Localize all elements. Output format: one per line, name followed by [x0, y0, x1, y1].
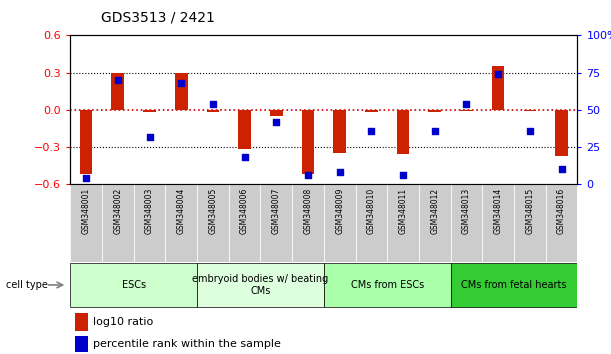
- FancyBboxPatch shape: [482, 184, 514, 262]
- FancyBboxPatch shape: [451, 184, 482, 262]
- Text: cell type: cell type: [6, 280, 48, 290]
- FancyBboxPatch shape: [546, 184, 577, 262]
- Text: ESCs: ESCs: [122, 280, 145, 290]
- FancyBboxPatch shape: [419, 184, 451, 262]
- Point: [208, 101, 218, 107]
- Text: percentile rank within the sample: percentile rank within the sample: [93, 339, 281, 349]
- Bar: [397, 110, 409, 154]
- Point: [398, 172, 408, 178]
- FancyBboxPatch shape: [514, 184, 546, 262]
- Bar: [175, 73, 188, 110]
- Text: GSM348014: GSM348014: [494, 188, 503, 234]
- Bar: [270, 110, 283, 116]
- Text: CMs from fetal hearts: CMs from fetal hearts: [461, 280, 567, 290]
- Text: GSM348009: GSM348009: [335, 188, 344, 234]
- Text: GSM348001: GSM348001: [82, 188, 90, 234]
- Text: GSM348016: GSM348016: [557, 188, 566, 234]
- Bar: [75, 313, 88, 331]
- Point: [430, 128, 440, 133]
- Point: [177, 80, 186, 86]
- Point: [335, 169, 345, 175]
- FancyBboxPatch shape: [451, 263, 577, 307]
- Point: [493, 71, 503, 77]
- Point: [525, 128, 535, 133]
- FancyBboxPatch shape: [387, 184, 419, 262]
- FancyBboxPatch shape: [197, 263, 324, 307]
- Point: [557, 166, 566, 172]
- Text: GSM348010: GSM348010: [367, 188, 376, 234]
- FancyBboxPatch shape: [197, 184, 229, 262]
- Bar: [143, 110, 156, 112]
- Bar: [524, 110, 536, 111]
- Text: GSM348006: GSM348006: [240, 188, 249, 234]
- Bar: [334, 110, 346, 153]
- FancyBboxPatch shape: [324, 263, 451, 307]
- Bar: [80, 110, 92, 174]
- Point: [145, 134, 155, 139]
- Text: GSM348013: GSM348013: [462, 188, 471, 234]
- Bar: [238, 110, 251, 149]
- Point: [461, 101, 471, 107]
- Point: [113, 77, 123, 83]
- Text: GSM348002: GSM348002: [113, 188, 122, 234]
- Text: GSM348008: GSM348008: [304, 188, 312, 234]
- Text: CMs from ESCs: CMs from ESCs: [351, 280, 424, 290]
- Bar: [111, 73, 124, 110]
- FancyBboxPatch shape: [70, 263, 197, 307]
- FancyBboxPatch shape: [70, 184, 102, 262]
- Text: GSM348015: GSM348015: [525, 188, 535, 234]
- Point: [303, 172, 313, 178]
- Point: [81, 175, 91, 181]
- Text: GDS3513 / 2421: GDS3513 / 2421: [101, 11, 214, 25]
- Text: GSM348004: GSM348004: [177, 188, 186, 234]
- Text: GSM348011: GSM348011: [398, 188, 408, 234]
- FancyBboxPatch shape: [260, 184, 292, 262]
- Bar: [555, 110, 568, 156]
- Bar: [207, 110, 219, 112]
- FancyBboxPatch shape: [134, 184, 166, 262]
- FancyBboxPatch shape: [166, 184, 197, 262]
- Text: GSM348003: GSM348003: [145, 188, 154, 234]
- Text: GSM348007: GSM348007: [272, 188, 281, 234]
- Bar: [428, 110, 441, 112]
- Bar: [365, 110, 378, 112]
- Point: [240, 154, 249, 160]
- FancyBboxPatch shape: [229, 184, 260, 262]
- Point: [367, 128, 376, 133]
- Text: embryoid bodies w/ beating
CMs: embryoid bodies w/ beating CMs: [192, 274, 329, 296]
- FancyBboxPatch shape: [356, 184, 387, 262]
- Text: log10 ratio: log10 ratio: [93, 317, 153, 327]
- Bar: [492, 67, 505, 110]
- FancyBboxPatch shape: [324, 184, 356, 262]
- FancyBboxPatch shape: [292, 184, 324, 262]
- Bar: [75, 336, 88, 352]
- Bar: [302, 110, 314, 174]
- Point: [271, 119, 281, 125]
- FancyBboxPatch shape: [102, 184, 134, 262]
- Text: GSM348012: GSM348012: [430, 188, 439, 234]
- Bar: [460, 110, 473, 111]
- Text: GSM348005: GSM348005: [208, 188, 218, 234]
